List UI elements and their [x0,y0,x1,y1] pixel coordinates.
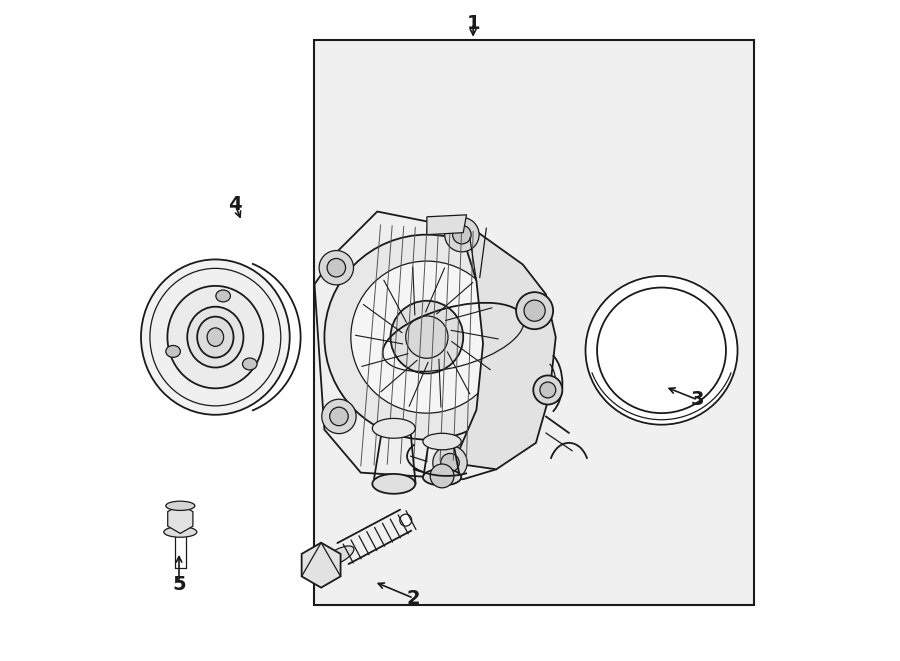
Circle shape [453,225,472,244]
Circle shape [322,399,356,434]
Ellipse shape [197,317,233,358]
Polygon shape [302,543,340,588]
Circle shape [433,446,467,480]
Circle shape [327,258,346,277]
Polygon shape [314,212,529,479]
Ellipse shape [167,286,264,389]
Polygon shape [167,504,193,533]
Circle shape [516,292,554,329]
Text: 2: 2 [407,589,420,607]
Circle shape [524,300,545,321]
Ellipse shape [423,434,461,449]
Ellipse shape [187,307,243,368]
Ellipse shape [207,328,223,346]
Ellipse shape [373,418,415,438]
Circle shape [351,261,503,413]
Ellipse shape [597,288,726,413]
Ellipse shape [373,474,415,494]
Ellipse shape [150,268,281,406]
Ellipse shape [166,501,195,510]
Circle shape [445,217,479,252]
Circle shape [391,301,464,373]
Ellipse shape [423,469,461,485]
Circle shape [430,464,454,488]
Ellipse shape [242,358,257,370]
Ellipse shape [324,546,354,565]
Ellipse shape [164,527,197,537]
Circle shape [406,316,448,358]
Bar [314,40,754,605]
Circle shape [586,274,737,426]
Ellipse shape [166,346,180,358]
Ellipse shape [141,259,290,415]
Polygon shape [450,231,556,469]
Text: 5: 5 [172,576,185,594]
Circle shape [441,453,459,472]
Polygon shape [427,215,466,235]
Circle shape [324,235,529,440]
Circle shape [329,407,348,426]
Text: 1: 1 [466,14,480,32]
Ellipse shape [216,290,230,302]
Circle shape [540,382,556,398]
Ellipse shape [400,514,411,526]
Circle shape [534,375,562,405]
Text: 4: 4 [229,196,242,214]
Ellipse shape [586,276,737,425]
Text: 3: 3 [691,391,705,409]
Circle shape [320,251,354,285]
